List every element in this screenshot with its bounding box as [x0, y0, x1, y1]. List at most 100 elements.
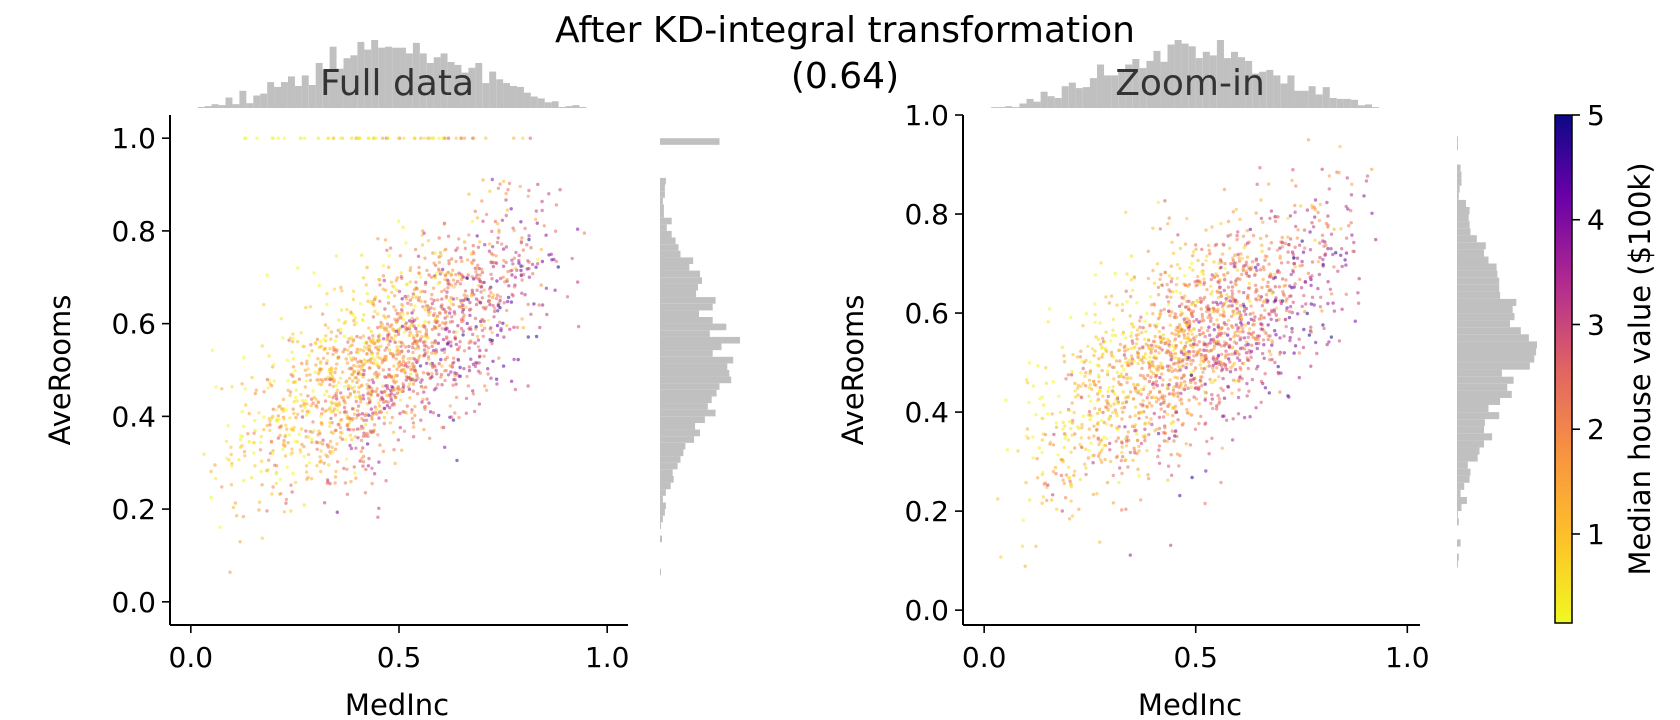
scatter-point: [1334, 251, 1338, 255]
scatter-point: [1122, 375, 1126, 379]
scatter-point: [1244, 271, 1249, 276]
scatter-point: [483, 326, 487, 330]
scatter-point: [1064, 473, 1069, 477]
scatter-point: [1234, 323, 1239, 327]
scatter-point: [1177, 329, 1181, 333]
scatter-point: [1224, 418, 1229, 422]
scatter-point: [1048, 440, 1053, 444]
scatter-point: [1093, 406, 1097, 411]
scatter-point: [1054, 421, 1059, 425]
right-histogram-bar: [660, 323, 727, 331]
scatter-point: [483, 384, 487, 388]
scatter-point: [1306, 138, 1311, 142]
scatter-point: [1116, 401, 1120, 406]
scatter-point: [1187, 282, 1192, 287]
right-histogram-bar: [1457, 348, 1537, 356]
right-histogram-bar: [660, 230, 672, 238]
scatter-point: [480, 199, 484, 203]
scatter-point: [1231, 309, 1235, 314]
scatter-point: [377, 333, 382, 337]
scatter-point: [424, 280, 428, 285]
scatter-point: [387, 254, 391, 258]
scatter-point: [1216, 393, 1220, 398]
scatter-point: [513, 275, 518, 279]
scatter-point: [1230, 292, 1235, 296]
top-histogram-bar: [1033, 101, 1041, 108]
scatter-point: [325, 478, 330, 482]
scatter-point: [329, 410, 334, 414]
scatter-point: [361, 460, 366, 464]
scatter-point: [406, 294, 410, 298]
scatter-point: [1349, 193, 1354, 197]
scatter-point: [448, 415, 452, 419]
scatter-point: [334, 367, 338, 371]
scatter-point: [1265, 284, 1269, 288]
top-histogram-bar: [1372, 107, 1380, 108]
scatter-point: [325, 408, 329, 412]
scatter-point: [370, 340, 374, 345]
scatter-point: [1161, 378, 1165, 382]
scatter-point: [1233, 367, 1238, 372]
scatter-point: [505, 308, 509, 313]
scatter-point: [1091, 461, 1095, 465]
scatter-point: [489, 291, 493, 295]
scatter-point: [461, 329, 465, 333]
scatter-point: [367, 378, 371, 382]
scatter-point: [1115, 370, 1120, 375]
scatter-point: [1187, 412, 1192, 416]
scatter-point: [1160, 383, 1165, 387]
scatter-point: [527, 234, 531, 238]
scatter-point: [1142, 384, 1147, 388]
scatter-point: [335, 442, 339, 446]
scatter-point: [415, 316, 419, 320]
suptitle-line1: After KD-integral transformation: [555, 10, 1135, 51]
scatter-point: [1329, 247, 1333, 251]
scatter-point: [314, 363, 318, 367]
scatter-point: [1259, 322, 1263, 326]
scatter-point: [1287, 315, 1292, 320]
right-histogram-bar: [1457, 468, 1471, 476]
scatter-point: [1159, 340, 1163, 345]
scatter-point: [446, 234, 451, 238]
scatter-point: [291, 332, 295, 336]
scatter-point: [1193, 381, 1198, 385]
scatter-point: [1084, 447, 1088, 451]
scatter-point: [310, 349, 314, 353]
scatter-point: [1267, 247, 1271, 251]
scatter-point: [1179, 383, 1183, 387]
scatter-point: [1083, 374, 1087, 378]
scatter-point: [384, 479, 388, 483]
scatter-point: [355, 427, 360, 431]
scatter-point: [1235, 233, 1239, 238]
scatter-point: [1103, 457, 1107, 462]
scatter-point: [342, 405, 347, 410]
scatter-point: [531, 272, 535, 276]
scatter-point: [1129, 346, 1133, 351]
scatter-point: [333, 401, 338, 406]
scatter-point: [1122, 345, 1127, 349]
scatter-point: [438, 311, 442, 316]
scatter-point: [1327, 174, 1332, 178]
scatter-point: [1312, 303, 1316, 307]
scatter-point: [361, 446, 365, 450]
scatter-point: [1068, 479, 1072, 483]
scatter-point: [354, 321, 359, 325]
scatter-point: [1244, 260, 1249, 264]
scatter-point: [292, 425, 296, 430]
scatter-point: [1190, 332, 1195, 336]
scatter-point: [1218, 258, 1223, 262]
scatter-point: [1037, 446, 1042, 450]
scatter-point: [1265, 298, 1269, 302]
scatter-point: [1194, 284, 1198, 288]
right-histogram-bar: [660, 515, 663, 523]
top-histogram-bar: [1026, 98, 1034, 108]
right-histogram-bar: [1457, 164, 1461, 172]
scatter-point: [1172, 439, 1176, 443]
scatter-point: [308, 378, 313, 382]
scatter-point: [1144, 415, 1149, 419]
scatter-point: [1159, 272, 1163, 277]
scatter-point: [1208, 377, 1212, 382]
scatter-point: [358, 336, 363, 340]
scatter-point: [402, 330, 406, 334]
